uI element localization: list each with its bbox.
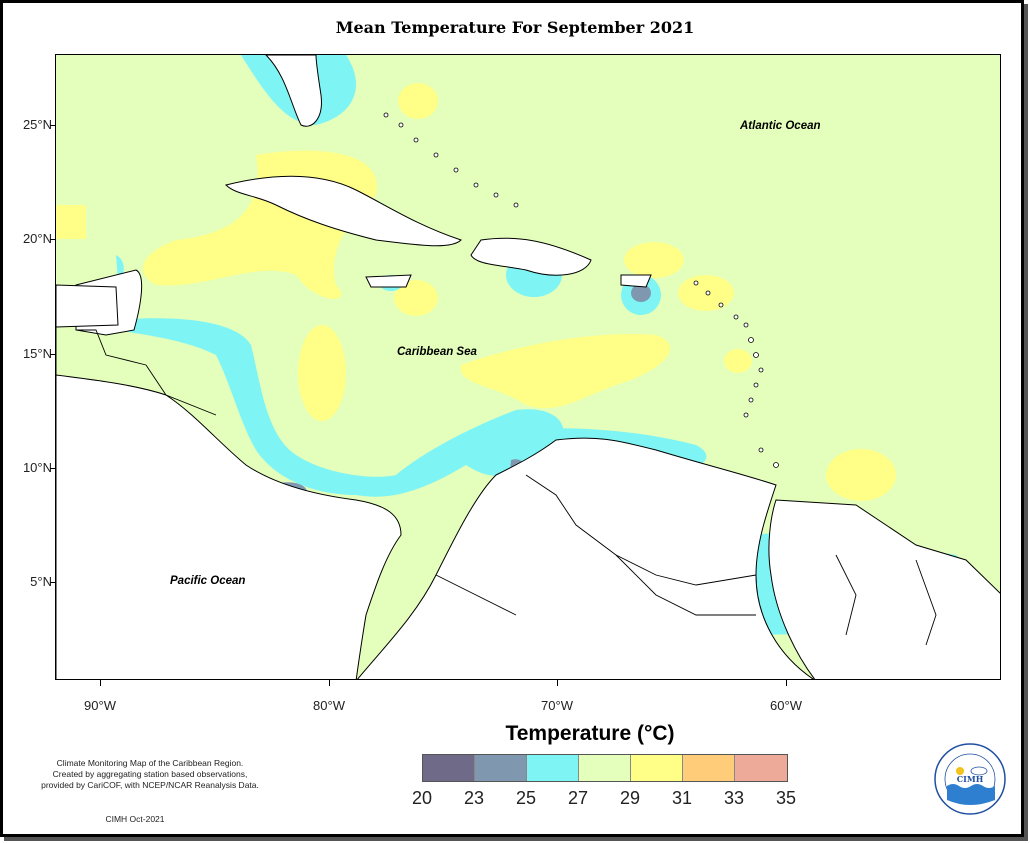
- label-atlantic-ocean: Atlantic Ocean: [740, 120, 821, 132]
- map-title: Mean Temperature For September 2021: [335, 18, 695, 37]
- lon-tick: [100, 680, 101, 686]
- lon-tick: [786, 680, 787, 686]
- legend-tick: 23: [463, 788, 485, 808]
- land-masses: [56, 55, 1000, 679]
- lat-tick: [50, 354, 55, 355]
- credits-date: CIMH Oct-2021: [105, 814, 165, 824]
- logo-text: CIMH: [957, 774, 984, 784]
- map-canvas: [56, 55, 1000, 679]
- legend-title: Temperature (°C): [505, 722, 675, 745]
- lon-tick: [557, 680, 558, 686]
- legend-tick: 29: [619, 788, 641, 808]
- cimh-logo: CIMH: [934, 743, 1006, 815]
- lat-label-5n: 5°N: [30, 574, 52, 589]
- legend-swatch-20-23: [423, 755, 475, 781]
- lon-label-60w: 60°W: [770, 698, 802, 713]
- legend-swatch-29-31: [631, 755, 683, 781]
- lat-tick: [50, 468, 55, 469]
- lat-tick: [50, 582, 55, 583]
- credits-line-2: Created by aggregating station based obs…: [52, 769, 248, 779]
- temperature-map: [55, 54, 1001, 680]
- lesser-antilles: [383, 112, 779, 468]
- credits-line-3: provided by CariCOF, with NCEP/NCAR Rean…: [41, 780, 259, 790]
- legend-swatch-23-25: [475, 755, 527, 781]
- cloud-icon: [970, 766, 988, 776]
- lat-label-10n: 10°N: [22, 460, 52, 475]
- legend-swatch-25-27: [527, 755, 579, 781]
- lat-label-15n: 15°N: [22, 346, 52, 361]
- lat-tick: [50, 239, 55, 240]
- lat-label-25n: 25°N: [22, 117, 52, 132]
- legend-tick: 31: [671, 788, 693, 808]
- lat-tick: [50, 125, 55, 126]
- legend-tick: 25: [515, 788, 537, 808]
- label-pacific-ocean: Pacific Ocean: [170, 575, 246, 587]
- legend-tick: 35: [775, 788, 797, 808]
- country-borders: [76, 329, 937, 646]
- lon-tick: [329, 680, 330, 686]
- label-caribbean-sea: Caribbean Sea: [397, 346, 477, 358]
- lon-label-70w: 70°W: [541, 698, 573, 713]
- credits-line-1: Climate Monitoring Map of the Caribbean …: [56, 758, 244, 768]
- legend-swatch-27-29: [579, 755, 631, 781]
- legend-swatch-31-33: [683, 755, 735, 781]
- sun-icon: [956, 767, 964, 775]
- lon-label-90w: 90°W: [84, 698, 116, 713]
- legend-tick: 33: [723, 788, 745, 808]
- lon-label-80w: 80°W: [313, 698, 345, 713]
- legend-swatch-33-35: [735, 755, 787, 781]
- legend-colorbar: [422, 754, 788, 782]
- lat-label-20n: 20°N: [22, 231, 52, 246]
- legend-tick: 20: [411, 788, 433, 808]
- legend-tick: 27: [567, 788, 589, 808]
- waves-icon: [947, 784, 995, 805]
- credits-block: Climate Monitoring Map of the Caribbean …: [20, 758, 280, 791]
